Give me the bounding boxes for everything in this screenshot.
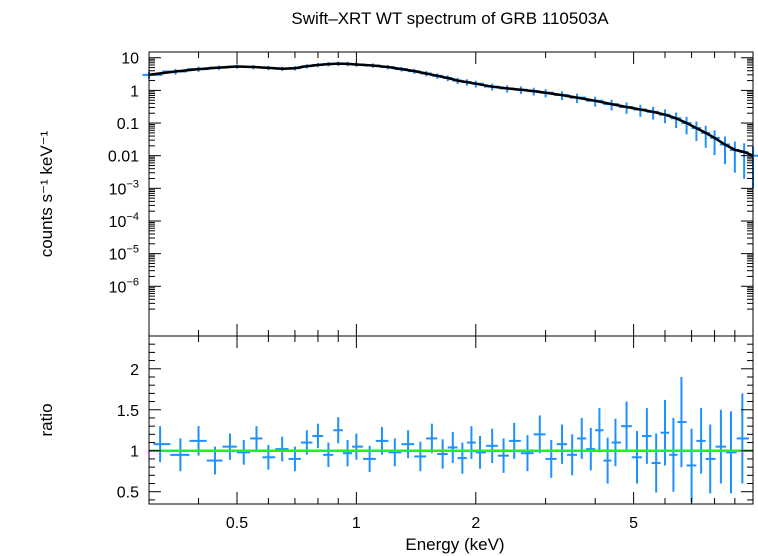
ratio-point <box>275 436 289 462</box>
ratio-point <box>497 438 509 473</box>
ratio-point <box>222 433 237 460</box>
y-tick-label: 10−6 <box>109 276 139 296</box>
ratio-point <box>556 424 568 464</box>
ratio-point <box>333 417 343 444</box>
y-tick-label: 0.01 <box>108 149 139 166</box>
ratio-point <box>641 408 652 464</box>
ratio-point <box>705 424 716 494</box>
model-line <box>148 62 754 157</box>
ratio-point <box>426 423 438 454</box>
ratio-point <box>486 428 498 464</box>
spectrum-y-ticks: 10 1 0.1 0.01 10−3 10−4 10−5 10−6 <box>108 51 753 310</box>
ratio-point <box>342 440 352 467</box>
ratio-point <box>725 411 737 494</box>
ratio-point <box>736 393 749 484</box>
ratio-point <box>250 426 263 451</box>
ratio-y-tick-label: 2 <box>130 362 139 379</box>
ratio-point <box>236 440 251 465</box>
y-tick-label: 1 <box>130 83 139 100</box>
ratio-point <box>388 438 402 467</box>
ratio-point <box>447 431 458 464</box>
ratio-point <box>153 426 171 463</box>
x-axis-label: Energy (keV) <box>405 535 504 554</box>
ratio-point <box>312 423 324 449</box>
ratio-data-points <box>153 376 749 503</box>
ratio-point <box>576 417 587 459</box>
x-tick-label: 5 <box>629 515 638 532</box>
ratio-point <box>323 442 334 468</box>
ratio-point <box>621 401 632 451</box>
ratio-panel: 0.5 1 1.5 2 0.5 1 2 5 <box>117 335 754 532</box>
y-tick-label: 10−3 <box>109 178 139 198</box>
ratio-point <box>414 441 427 472</box>
x-tick-label: 1 <box>352 515 361 532</box>
ratio-point <box>660 399 670 466</box>
y-tick-label: 10−5 <box>109 244 139 264</box>
ratio-point <box>586 427 596 471</box>
ratio-point <box>475 435 487 469</box>
ratio-point <box>508 422 521 459</box>
y-tick-label: 0.1 <box>117 116 139 133</box>
ratio-point <box>401 430 415 459</box>
chart-title: Swift–XRT WT spectrum of GRB 110503A <box>291 9 609 28</box>
x-tick-label: 2 <box>471 515 480 532</box>
ratio-point <box>696 408 706 474</box>
ratio-point <box>520 435 534 472</box>
ratio-frame <box>148 335 754 505</box>
ratio-point <box>611 418 622 467</box>
ratio-point <box>437 439 448 469</box>
ratio-point <box>170 438 190 472</box>
ratio-point <box>545 440 557 478</box>
spectrum-y-axis-label: counts s⁻¹ keV⁻¹ <box>37 130 56 257</box>
ratio-point <box>603 437 612 484</box>
ratio-point <box>262 444 276 470</box>
ratio-point <box>595 408 604 453</box>
spectrum-x-ticks <box>148 52 736 336</box>
x-tick-label: 0.5 <box>226 515 248 532</box>
ratio-point <box>533 415 546 454</box>
ratio-point <box>669 417 678 492</box>
ratio-point <box>677 376 687 468</box>
ratio-y-tick-label: 1.5 <box>117 403 139 420</box>
y-tick-label: 10 <box>121 51 139 68</box>
ratio-x-ticks: 0.5 1 2 5 <box>148 336 736 532</box>
ratio-point <box>567 434 577 476</box>
ratio-point <box>631 431 642 484</box>
ratio-point <box>466 426 476 459</box>
ratio-y-tick-label: 0.5 <box>117 485 139 502</box>
ratio-point <box>651 433 661 493</box>
ratio-y-tick-label: 1 <box>130 444 139 461</box>
ratio-y-axis-label: ratio <box>37 403 56 436</box>
y-tick-label: 10−4 <box>109 211 139 231</box>
ratio-point <box>686 428 697 503</box>
ratio-point <box>351 433 364 460</box>
ratio-y-ticks: 0.5 1 1.5 2 <box>117 343 753 502</box>
ratio-point <box>457 442 467 474</box>
ratio-point <box>715 409 726 484</box>
spectrum-panel: 10 1 0.1 0.01 10−3 10−4 10−5 10−6 <box>108 51 758 337</box>
